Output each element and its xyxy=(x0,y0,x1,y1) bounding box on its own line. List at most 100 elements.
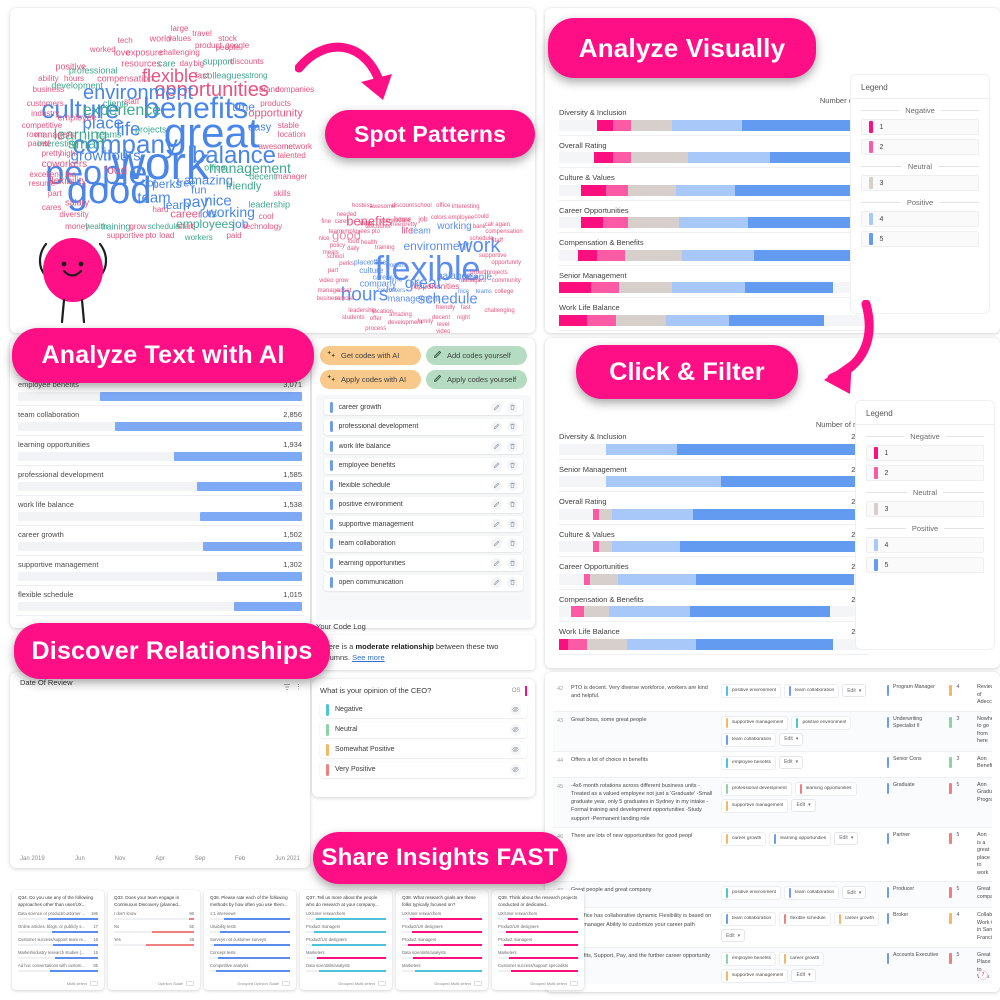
table-row[interactable]: 44 Offers a lot of choice in benefits em… xyxy=(553,752,992,778)
edit-dropdown[interactable]: Edit ▾ xyxy=(721,929,746,943)
edit-icon[interactable] xyxy=(491,557,502,569)
segment-5[interactable] xyxy=(754,249,852,261)
segment-4[interactable] xyxy=(672,119,742,131)
edit-icon[interactable] xyxy=(491,577,502,588)
row-codes[interactable]: employee benefits career growth supporti… xyxy=(721,951,881,983)
hide-eye-icon[interactable] xyxy=(510,704,521,715)
code-list-item[interactable]: work life balance xyxy=(324,438,523,454)
segment-5[interactable] xyxy=(677,443,870,455)
delete-icon[interactable] xyxy=(507,499,518,510)
segment-1[interactable] xyxy=(581,217,604,228)
segment-4[interactable] xyxy=(605,476,721,487)
edit-dropdown[interactable]: Edit ▾ xyxy=(834,831,859,845)
segment-3[interactable] xyxy=(631,152,689,163)
segment-2[interactable] xyxy=(571,606,584,617)
edit-dropdown[interactable]: Edit ▾ xyxy=(791,968,816,982)
code-chip[interactable]: career growth xyxy=(833,912,879,927)
segment-2[interactable] xyxy=(590,282,619,293)
ceo-option-row[interactable]: Very Positive xyxy=(320,761,527,778)
code-list-item[interactable]: professional development xyxy=(324,418,523,435)
edit-dropdown[interactable]: Edit ▾ xyxy=(778,755,804,769)
code-frequency-row[interactable]: learning opportunities 1,934 xyxy=(10,436,310,461)
reviews-table[interactable]: 42 PTO is decent. Very diverse workforce… xyxy=(553,680,992,984)
menu-dots-icon[interactable]: ⋮ xyxy=(295,684,302,691)
hide-eye-icon[interactable] xyxy=(510,744,521,755)
code-frequency-row[interactable]: professional development 1,585 xyxy=(10,466,310,491)
row-codes[interactable]: supportive management positive environme… xyxy=(721,715,881,747)
delete-icon[interactable] xyxy=(507,557,518,569)
segment-2[interactable] xyxy=(612,152,632,163)
delete-icon[interactable] xyxy=(507,401,518,413)
code-chip[interactable]: career growth xyxy=(721,831,767,846)
chart-row[interactable]: Diversity & Inclusion 4,249 xyxy=(559,108,874,131)
row-codes[interactable]: career growth learning opportunities Edi… xyxy=(721,831,881,846)
code-chip[interactable]: positive environment xyxy=(791,715,852,730)
get-codes-with-ai-button[interactable]: Get codes with AI xyxy=(320,346,421,365)
segment-3[interactable] xyxy=(615,314,667,326)
delete-icon[interactable] xyxy=(507,538,518,549)
segment-4[interactable] xyxy=(627,638,696,650)
legend-item[interactable]: 1 xyxy=(861,119,979,135)
report-thumbnail[interactable]: Q39. Think about the research projects c… xyxy=(492,890,584,990)
segment-1[interactable] xyxy=(581,184,607,196)
segment-3[interactable] xyxy=(618,282,673,293)
apply-codes-with-ai-button[interactable]: Apply codes with AI xyxy=(320,370,421,389)
report-thumbnail[interactable]: Q36. Please rate each of the following m… xyxy=(204,890,296,990)
code-chip[interactable]: career growth xyxy=(778,951,825,966)
code-list-item[interactable]: learning opportunities xyxy=(324,555,523,571)
ceo-option-row[interactable]: Negative xyxy=(320,701,527,718)
chart-row[interactable]: Career Opportunities 8,126 xyxy=(559,206,874,228)
segment-5[interactable] xyxy=(744,282,834,293)
edit-dropdown[interactable]: Edit ▾ xyxy=(791,798,816,812)
legend-item[interactable]: 3 xyxy=(866,501,984,517)
segment-3[interactable] xyxy=(628,217,679,228)
segment-1[interactable] xyxy=(593,152,613,163)
chart-row[interactable]: Compensation & Benefits 2,274 xyxy=(559,595,870,617)
sentiment-chart-filtered[interactable]: Diversity & Inclusion 2,279 Senior Manag… xyxy=(545,432,884,660)
row-codes[interactable]: team collaboration flexible schedule car… xyxy=(721,912,881,943)
code-chip[interactable]: positive environment xyxy=(721,886,781,901)
chart-row[interactable]: Senior Management 8,028 xyxy=(559,271,874,293)
table-row[interactable]: 47 Great people and great company positi… xyxy=(553,882,992,909)
see-more-link[interactable]: See more xyxy=(352,653,385,663)
code-chip[interactable]: employee benefits xyxy=(721,951,776,966)
code-chip[interactable]: team collaboration xyxy=(784,886,840,901)
ceo-option-row[interactable]: Somewhat Positive xyxy=(320,741,527,758)
ceo-option-list[interactable]: Negative Neutral Somewhat Positive Very … xyxy=(320,701,527,778)
code-chip[interactable]: learning opportunities xyxy=(794,781,857,796)
segment-2[interactable] xyxy=(593,541,600,552)
segment-5[interactable] xyxy=(695,573,855,585)
segment-2[interactable] xyxy=(587,314,616,326)
code-action-buttons[interactable]: Get codes with AI Add codes yourself App… xyxy=(312,338,535,395)
legend-item[interactable]: 4 xyxy=(866,537,984,553)
segment-3[interactable] xyxy=(625,249,682,261)
chart-row[interactable]: Senior Management 2,279 xyxy=(559,465,870,487)
sentiment-chart-unfiltered[interactable]: Diversity & Inclusion 4,249 Overall Rati… xyxy=(545,108,888,336)
segment-5[interactable] xyxy=(695,638,833,650)
segment-2[interactable] xyxy=(606,184,629,196)
segment-2[interactable] xyxy=(596,249,626,261)
row-codes[interactable]: employee benefits Edit ▾ xyxy=(721,755,881,770)
row-codes[interactable]: positive environment team collaboration … xyxy=(721,684,881,698)
timeseries-bars[interactable] xyxy=(20,694,300,844)
code-list-item[interactable]: flexible schedule xyxy=(324,477,523,493)
code-frequency-row[interactable]: team collaboration 2,856 xyxy=(10,406,310,431)
ceo-option-row[interactable]: Neutral xyxy=(320,721,527,738)
apply-codes-yourself-button[interactable]: Apply codes yourself xyxy=(426,370,527,389)
code-chip[interactable]: team collaboration xyxy=(721,732,777,747)
edit-icon[interactable] xyxy=(491,518,502,530)
legend-item[interactable]: 4 xyxy=(861,211,979,227)
chart-row[interactable]: Culture & Values 2,277 xyxy=(559,530,870,552)
segment-5[interactable] xyxy=(689,606,830,617)
legend-item[interactable]: 1 xyxy=(866,445,984,461)
table-row[interactable]: 48 SF office has collaborative dynamic F… xyxy=(553,908,992,948)
segment-2[interactable] xyxy=(583,573,591,585)
code-list-item[interactable]: supportive management xyxy=(324,516,523,532)
code-chip[interactable]: supportive management xyxy=(721,968,789,983)
edit-icon[interactable] xyxy=(491,499,502,510)
table-row[interactable]: 45 -4x6 month rotations across different… xyxy=(553,777,992,828)
delete-icon[interactable] xyxy=(507,440,518,452)
segment-3[interactable] xyxy=(583,606,609,617)
segment-2[interactable] xyxy=(568,638,587,650)
segment-5[interactable] xyxy=(747,217,859,228)
